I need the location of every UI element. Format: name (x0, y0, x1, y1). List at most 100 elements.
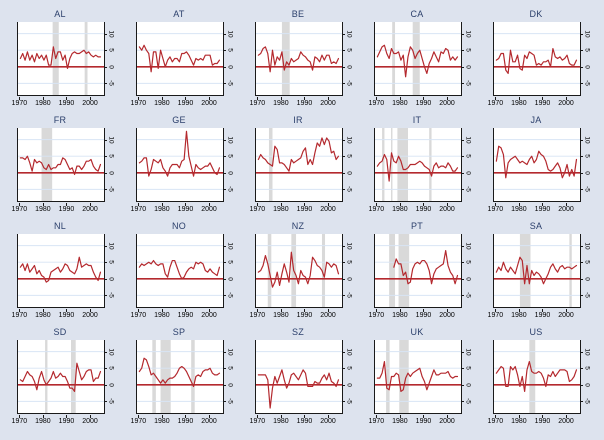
x-tick-mark (66, 202, 68, 206)
recession-band (160, 340, 171, 413)
x-axis-label: 1980 (392, 100, 408, 107)
x-tick-mark (90, 414, 92, 418)
x-axis-label: 1980 (511, 100, 527, 107)
y-axis-label: 0 (583, 276, 591, 281)
x-tick-mark (566, 308, 568, 312)
x-tick-mark (376, 202, 378, 206)
y-tick-mark (223, 401, 226, 403)
series-line (138, 44, 221, 73)
x-axis-label: 1980 (273, 206, 289, 213)
chart-panel-nz: NZ 10 5 0 -5 1970 1980 1990 2000 (245, 220, 364, 326)
x-tick-mark (304, 414, 306, 418)
recession-band (45, 340, 48, 413)
y-tick-mark (223, 384, 226, 386)
recession-band (382, 128, 385, 201)
y-tick-mark (223, 368, 226, 370)
x-tick-mark (19, 414, 21, 418)
y-tick-mark (223, 172, 226, 174)
panel-title: GE (172, 115, 186, 125)
y-tick-mark (342, 66, 345, 68)
x-axis-label: 1990 (58, 100, 75, 107)
y-tick-mark (104, 83, 107, 85)
y-axis-label: -5 (583, 292, 591, 299)
y-axis-label: 0 (107, 382, 115, 387)
x-axis-label: 2000 (439, 418, 455, 425)
x-tick-mark (495, 414, 497, 418)
y-tick-mark (223, 262, 226, 264)
x-tick-mark (447, 202, 449, 206)
x-tick-mark (566, 96, 568, 100)
y-tick-mark (223, 278, 226, 280)
y-tick-mark (580, 83, 583, 85)
x-axis-label: 1970 (130, 312, 147, 319)
x-axis-label: 1980 (273, 100, 289, 107)
y-tick-mark (223, 33, 226, 35)
y-axis-label: 0 (345, 64, 353, 69)
x-tick-mark (495, 202, 497, 206)
panel-title: UK (410, 327, 424, 337)
x-tick-mark (518, 414, 520, 418)
y-tick-mark (104, 245, 107, 247)
y-axis-label: 10 (226, 347, 234, 356)
y-tick-mark (461, 295, 464, 297)
y-axis-label: 5 (107, 48, 115, 53)
y-axis-label: 0 (345, 276, 353, 281)
y-axis-label: 5 (464, 48, 472, 53)
x-tick-mark (447, 414, 449, 418)
y-axis-label: 10 (345, 135, 353, 144)
y-tick-mark (104, 50, 107, 52)
y-tick-mark (342, 245, 345, 247)
y-axis-label: 5 (345, 154, 353, 159)
x-axis-label: 1980 (392, 418, 408, 425)
x-axis-label: 1980 (511, 312, 527, 319)
x-tick-mark (19, 96, 21, 100)
y-axis-label: -5 (226, 398, 234, 405)
plot-area (374, 128, 462, 202)
x-tick-mark (161, 308, 163, 312)
y-tick-mark (580, 384, 583, 386)
panel-title: NO (171, 221, 187, 231)
x-tick-mark (495, 96, 497, 100)
y-tick-mark (104, 66, 107, 68)
y-tick-mark (461, 66, 464, 68)
panel-title: DK (529, 9, 543, 19)
x-axis-label: 1990 (177, 418, 194, 425)
y-axis-label: 10 (107, 241, 115, 250)
y-axis-label: -5 (345, 80, 353, 87)
recession-band (529, 340, 536, 413)
chart-panel-be: BE 10 5 0 -5 1970 1980 1990 2000 (245, 8, 364, 114)
y-tick-mark (342, 295, 345, 297)
plot-area (255, 340, 343, 414)
y-axis-label: -5 (345, 292, 353, 299)
y-axis-label: -5 (107, 398, 115, 405)
x-tick-mark (566, 414, 568, 418)
y-axis-label: 5 (107, 366, 115, 371)
recession-band (569, 234, 572, 307)
y-axis-label: 10 (464, 241, 472, 250)
x-axis-label: 2000 (320, 206, 336, 213)
plot-area (136, 22, 224, 96)
x-axis-label: 2000 (320, 312, 336, 319)
y-tick-mark (342, 139, 345, 141)
y-tick-mark (342, 401, 345, 403)
y-tick-mark (104, 351, 107, 353)
y-axis-label: 5 (226, 260, 234, 265)
y-axis-label: -5 (583, 186, 591, 193)
x-axis-label: 2000 (558, 206, 574, 213)
plot-area (493, 234, 581, 308)
x-tick-mark (376, 308, 378, 312)
x-axis-label: 2000 (558, 100, 574, 107)
chart-panel-dk: DK 10 5 0 -5 1970 1980 1990 2000 (483, 8, 602, 114)
y-tick-mark (104, 33, 107, 35)
y-tick-mark (580, 139, 583, 141)
x-tick-mark (90, 96, 92, 100)
plot-area (136, 340, 224, 414)
y-tick-mark (461, 83, 464, 85)
plot-area (255, 22, 343, 96)
y-tick-mark (223, 156, 226, 158)
x-tick-mark (566, 202, 568, 206)
x-axis-label: 2000 (439, 100, 455, 107)
x-axis-label: 1970 (368, 206, 385, 213)
plot-area (17, 128, 105, 202)
